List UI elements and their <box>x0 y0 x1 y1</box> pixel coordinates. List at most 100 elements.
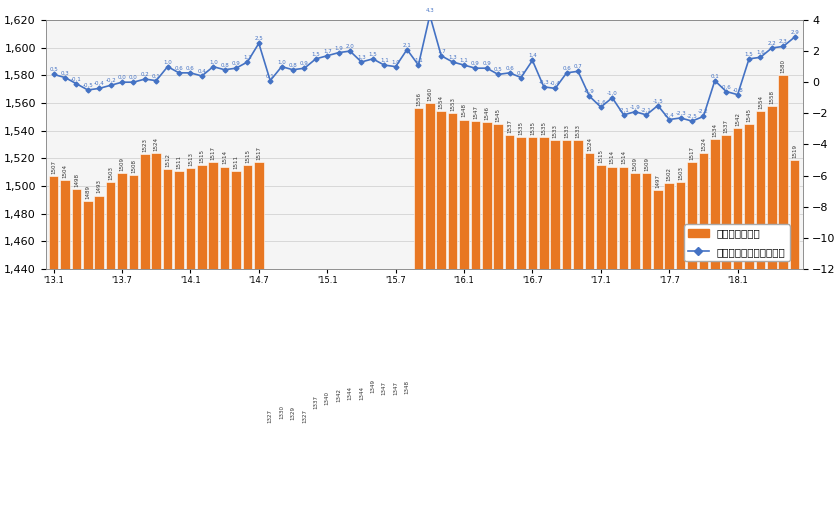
Text: 0.8: 0.8 <box>289 63 297 68</box>
Text: 1515: 1515 <box>245 149 250 163</box>
Text: 1509: 1509 <box>644 157 649 171</box>
Text: 1.4: 1.4 <box>528 53 537 58</box>
Bar <box>687 162 697 522</box>
Text: 1.3: 1.3 <box>243 55 252 60</box>
Text: 1535: 1535 <box>530 122 535 135</box>
Text: -1.9: -1.9 <box>630 105 640 110</box>
Text: -1.5: -1.5 <box>653 99 664 103</box>
Bar <box>630 173 640 522</box>
Bar <box>790 160 800 522</box>
Text: 1512: 1512 <box>165 153 171 167</box>
Bar <box>732 128 743 522</box>
Bar <box>186 168 195 522</box>
Bar <box>756 111 765 522</box>
Bar <box>391 397 401 522</box>
Bar <box>174 171 184 522</box>
Text: 2.9: 2.9 <box>790 30 799 35</box>
Bar <box>276 421 286 522</box>
Bar <box>562 140 571 522</box>
Bar <box>71 188 81 522</box>
Text: 1347: 1347 <box>381 382 386 395</box>
Text: 0.3: 0.3 <box>60 70 70 76</box>
Text: 0.3: 0.3 <box>517 70 525 76</box>
Bar <box>779 75 788 522</box>
Bar <box>380 397 389 522</box>
Bar <box>699 153 708 522</box>
Bar <box>49 176 59 522</box>
Bar <box>585 153 594 522</box>
Text: 1502: 1502 <box>667 167 672 181</box>
Text: -2.3: -2.3 <box>675 111 686 116</box>
Bar <box>243 165 252 522</box>
Text: 0.1: 0.1 <box>711 74 719 79</box>
Text: -0.9: -0.9 <box>584 89 595 94</box>
Text: 1.1: 1.1 <box>414 58 423 63</box>
Text: 1517: 1517 <box>211 146 216 160</box>
Text: 1340: 1340 <box>325 391 330 405</box>
Text: 1344: 1344 <box>359 386 364 399</box>
Text: 1507: 1507 <box>51 160 56 174</box>
Text: 0.7: 0.7 <box>574 64 582 69</box>
Text: 0.6: 0.6 <box>186 66 195 71</box>
Bar <box>413 109 423 522</box>
Text: 1513: 1513 <box>188 152 193 166</box>
Text: -2.2: -2.2 <box>698 110 709 114</box>
Bar <box>288 422 298 522</box>
Text: 0.9: 0.9 <box>471 61 480 66</box>
Text: 1511: 1511 <box>176 155 181 169</box>
Text: 2.5: 2.5 <box>255 37 263 41</box>
Bar <box>117 173 127 522</box>
Text: 0.2: 0.2 <box>140 72 150 77</box>
Bar <box>208 162 218 522</box>
Bar <box>596 165 606 522</box>
Text: 1.0: 1.0 <box>209 60 218 65</box>
Text: 0.1: 0.1 <box>152 74 160 79</box>
Bar <box>323 407 332 522</box>
Text: 0.9: 0.9 <box>300 61 309 66</box>
Bar <box>300 425 309 522</box>
Bar <box>368 395 378 522</box>
Bar <box>197 165 207 522</box>
Text: 0.9: 0.9 <box>482 61 491 66</box>
Text: 1548: 1548 <box>461 103 466 117</box>
Bar <box>493 124 503 522</box>
Text: 1347: 1347 <box>393 382 398 395</box>
Bar <box>345 401 354 522</box>
Text: 1524: 1524 <box>154 137 159 151</box>
Bar <box>425 103 434 522</box>
Text: 1.1: 1.1 <box>380 58 389 63</box>
Text: 1489: 1489 <box>86 185 91 199</box>
Text: 1556: 1556 <box>416 92 421 106</box>
Text: 0.6: 0.6 <box>505 66 514 71</box>
Bar <box>402 396 412 522</box>
Bar <box>265 425 275 522</box>
Text: 1537: 1537 <box>507 118 512 133</box>
Text: 1534: 1534 <box>712 123 717 137</box>
Bar <box>550 140 560 522</box>
Bar <box>573 140 583 522</box>
Text: 1.7: 1.7 <box>437 49 445 54</box>
Text: 1329: 1329 <box>291 406 296 420</box>
Text: 1514: 1514 <box>621 150 626 164</box>
Text: 2.2: 2.2 <box>768 41 776 46</box>
Text: 1509: 1509 <box>119 157 124 171</box>
Text: 1.5: 1.5 <box>369 52 377 57</box>
Text: -0.4: -0.4 <box>94 81 105 86</box>
Text: 0.0: 0.0 <box>129 75 138 80</box>
Bar <box>710 139 720 522</box>
Text: -2.1: -2.1 <box>618 108 629 113</box>
Text: 2.0: 2.0 <box>345 44 354 49</box>
Bar <box>664 183 674 522</box>
Text: 1537: 1537 <box>724 118 729 133</box>
Bar <box>448 113 458 522</box>
Text: 1.3: 1.3 <box>357 55 365 60</box>
Text: 1558: 1558 <box>769 90 774 104</box>
Text: 1.9: 1.9 <box>334 45 343 51</box>
Text: 1554: 1554 <box>438 95 444 109</box>
Text: 1.0: 1.0 <box>163 60 172 65</box>
Text: 1498: 1498 <box>74 173 79 186</box>
Text: 1.5: 1.5 <box>312 52 320 57</box>
Text: -0.3: -0.3 <box>538 80 549 85</box>
Text: 1547: 1547 <box>473 105 478 119</box>
Text: -0.8: -0.8 <box>732 88 743 92</box>
